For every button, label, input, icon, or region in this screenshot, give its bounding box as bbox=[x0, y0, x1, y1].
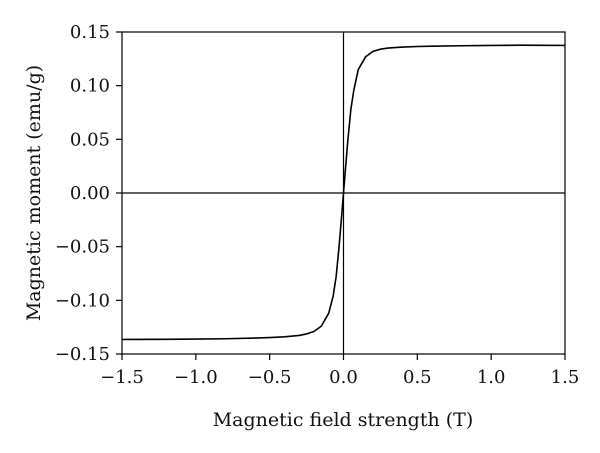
y-tick-label: −0.10 bbox=[55, 290, 110, 311]
x-axis-ticks: −1.5 −1.0 −0.5 0.0 0.5 1.0 1.5 bbox=[100, 354, 579, 388]
series-line bbox=[121, 44, 566, 341]
y-axis-title: Magnetic moment (emu/g) bbox=[23, 65, 45, 321]
y-tick-label: 0.00 bbox=[70, 183, 110, 204]
x-tick-label: 1.5 bbox=[551, 367, 580, 388]
y-tick-label: 0.05 bbox=[70, 129, 110, 150]
y-tick-label: 0.10 bbox=[70, 76, 110, 97]
x-tick-label: −1.5 bbox=[100, 367, 144, 388]
x-tick-label: −1.0 bbox=[174, 367, 218, 388]
y-tick-label: 0.15 bbox=[70, 22, 110, 43]
x-tick-label: −0.5 bbox=[248, 367, 292, 388]
x-axis-title: Magnetic field strength (T) bbox=[213, 409, 474, 431]
y-tick-label: −0.15 bbox=[55, 344, 110, 365]
y-tick-label: −0.05 bbox=[55, 237, 110, 258]
x-tick-label: 0.5 bbox=[403, 367, 432, 388]
x-tick-label: 1.0 bbox=[477, 367, 506, 388]
x-tick-label: 0.0 bbox=[329, 367, 358, 388]
y-axis-ticks: −0.15 −0.10 −0.05 0.00 0.05 0.10 0.15 bbox=[55, 22, 122, 365]
